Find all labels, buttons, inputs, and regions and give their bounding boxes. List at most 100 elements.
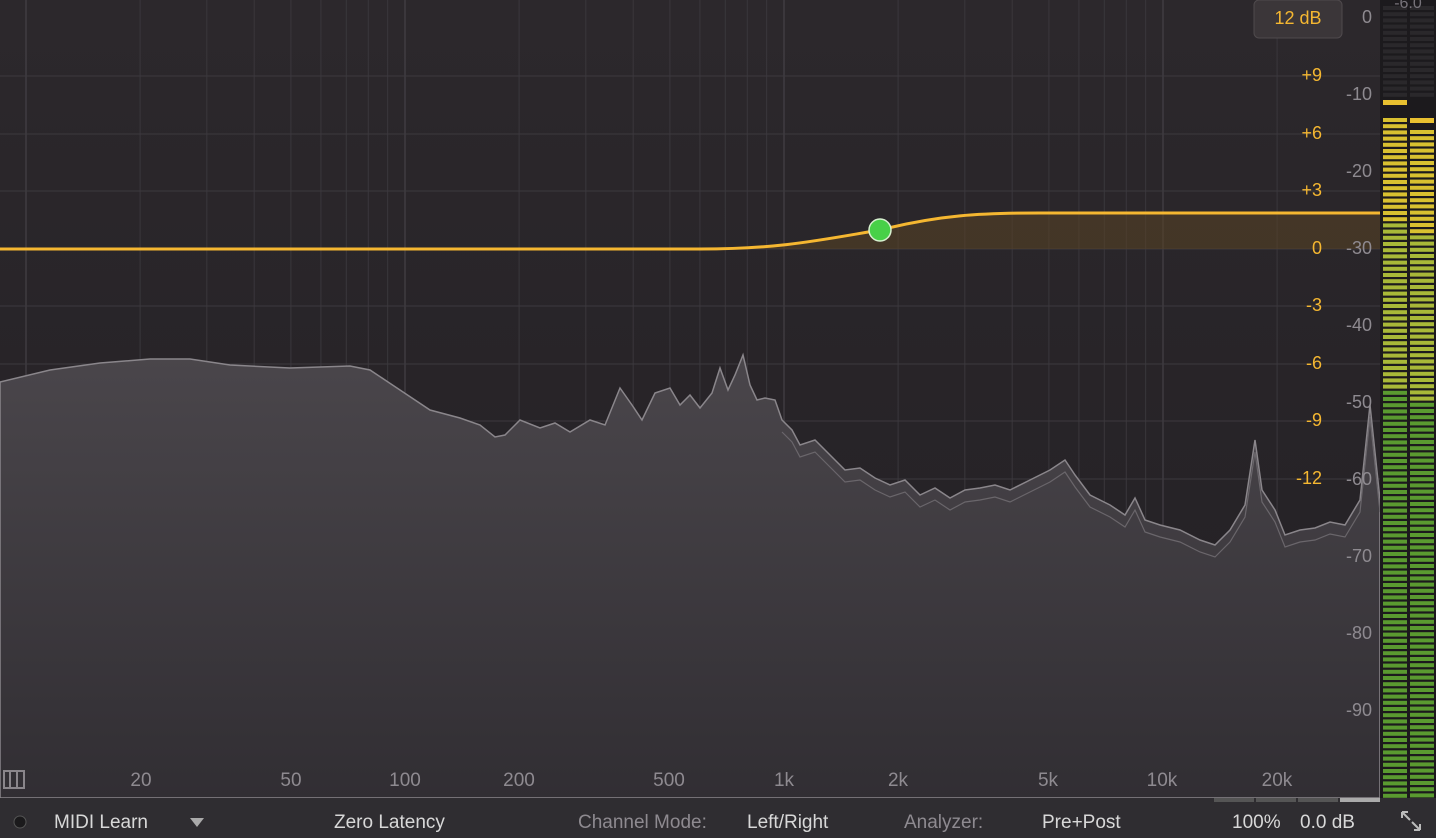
meter-segment <box>1410 781 1434 785</box>
meter-segment <box>1383 173 1407 178</box>
analyzer-scale-label: -20 <box>1346 161 1372 181</box>
meter-segment <box>1410 328 1434 333</box>
meter-segment <box>1383 508 1407 513</box>
meter-segment <box>1410 502 1434 506</box>
analyzer-value[interactable]: Pre+Post <box>1042 812 1121 833</box>
meter-segment-off <box>1383 86 1407 91</box>
meter-segment <box>1383 279 1407 284</box>
eq-scale-label: -9 <box>1306 410 1322 430</box>
midi-dropdown[interactable] <box>190 818 204 827</box>
meter-segment <box>1383 490 1407 494</box>
meter-segment <box>1383 688 1407 693</box>
meter-segment <box>1410 508 1434 513</box>
meter-segment <box>1383 756 1407 761</box>
meter-segment <box>1410 223 1434 227</box>
midi-learn-button[interactable]: MIDI Learn <box>54 812 148 833</box>
piano-icon[interactable] <box>3 770 25 789</box>
meter-segment <box>1383 663 1407 668</box>
meter-segment <box>1410 570 1434 575</box>
meter-segment <box>1383 775 1407 780</box>
meter-segment <box>1383 328 1407 333</box>
eq-band-handle[interactable] <box>868 218 892 242</box>
meter-segment <box>1383 384 1407 389</box>
eq-scale-label: +9 <box>1301 65 1322 85</box>
meter-segment <box>1410 712 1434 717</box>
analyzer-scale-label: 0 <box>1362 7 1372 27</box>
meter-segment <box>1383 421 1407 426</box>
meter-segment <box>1410 458 1434 463</box>
meter-segment <box>1383 465 1407 470</box>
meter-segment-off <box>1410 12 1434 17</box>
meter-segment <box>1383 440 1407 445</box>
meter-segment <box>1383 359 1407 364</box>
meter-segment <box>1410 650 1434 655</box>
meter-segment <box>1410 316 1434 320</box>
analyzer-scale-label: -60 <box>1346 469 1372 489</box>
zoom-value[interactable]: 100% <box>1232 812 1281 833</box>
meter-segment <box>1410 762 1434 767</box>
meter-segment <box>1410 787 1434 792</box>
meter-segment <box>1383 570 1407 575</box>
meter-segment <box>1383 217 1407 222</box>
meter-segment <box>1410 402 1434 407</box>
meter-segment <box>1383 707 1407 711</box>
meter-segment <box>1383 192 1407 197</box>
meter-segment <box>1383 161 1407 166</box>
meter-segment <box>1383 335 1407 339</box>
meter-segment <box>1410 737 1434 742</box>
meter-segment <box>1410 520 1434 525</box>
meter-segment-off <box>1383 6 1407 10</box>
meter-segment <box>1383 428 1407 432</box>
meter-segment <box>1410 347 1434 351</box>
meter-segment <box>1410 173 1434 178</box>
meter-segment <box>1383 204 1407 209</box>
meter-segment <box>1383 645 1407 649</box>
meter-segment <box>1410 421 1434 426</box>
meter-segment <box>1410 297 1434 302</box>
meter-segment <box>1383 347 1407 352</box>
bottom-bar <box>0 798 1436 838</box>
meter-segment <box>1383 607 1407 612</box>
freq-label: 5k <box>1038 770 1059 791</box>
freq-label: 20k <box>1262 770 1293 791</box>
resize-icon[interactable] <box>1401 811 1421 831</box>
midi-indicator <box>13 815 27 829</box>
meter-segment <box>1383 415 1407 420</box>
meter-segment <box>1410 557 1434 562</box>
meter-segment <box>1410 427 1434 432</box>
channel-mode-value[interactable]: Left/Right <box>747 812 829 833</box>
meter-segment <box>1383 787 1407 792</box>
meter-segment-off <box>1410 43 1434 48</box>
eq-fill <box>700 213 1380 249</box>
meter-segment <box>1383 552 1407 556</box>
meter-segment <box>1383 595 1407 600</box>
meter-segment <box>1383 304 1407 308</box>
latency-button[interactable]: Zero Latency <box>334 812 445 833</box>
meter-segment <box>1383 372 1407 377</box>
range-button[interactable] <box>1253 0 1343 39</box>
analyzer-scale-label: -70 <box>1346 546 1372 566</box>
analyzer-scale-label: -50 <box>1346 392 1372 412</box>
meter-segment <box>1410 396 1434 401</box>
analyzer-scale-label: -90 <box>1346 700 1372 720</box>
analyzer-scale-label: -80 <box>1346 623 1372 643</box>
eq-scale-label: +6 <box>1301 123 1322 143</box>
tab <box>1256 798 1296 802</box>
meter-segment <box>1383 601 1407 606</box>
meter-segment <box>1383 211 1407 215</box>
meter-segment <box>1410 353 1434 358</box>
freq-label: 50 <box>280 770 301 791</box>
meter-segment <box>1410 154 1434 159</box>
meter-segment <box>1383 409 1407 414</box>
meter-segment <box>1383 322 1407 327</box>
meter-segment <box>1383 750 1407 755</box>
meter-segment <box>1383 539 1407 544</box>
meter-peak <box>1410 118 1434 123</box>
meter-segment <box>1383 136 1407 141</box>
freq-label: 10k <box>1147 770 1178 791</box>
output-gain[interactable]: 0.0 dB <box>1300 812 1355 833</box>
meter-segment-off <box>1383 68 1407 72</box>
meter-segment <box>1410 495 1434 500</box>
